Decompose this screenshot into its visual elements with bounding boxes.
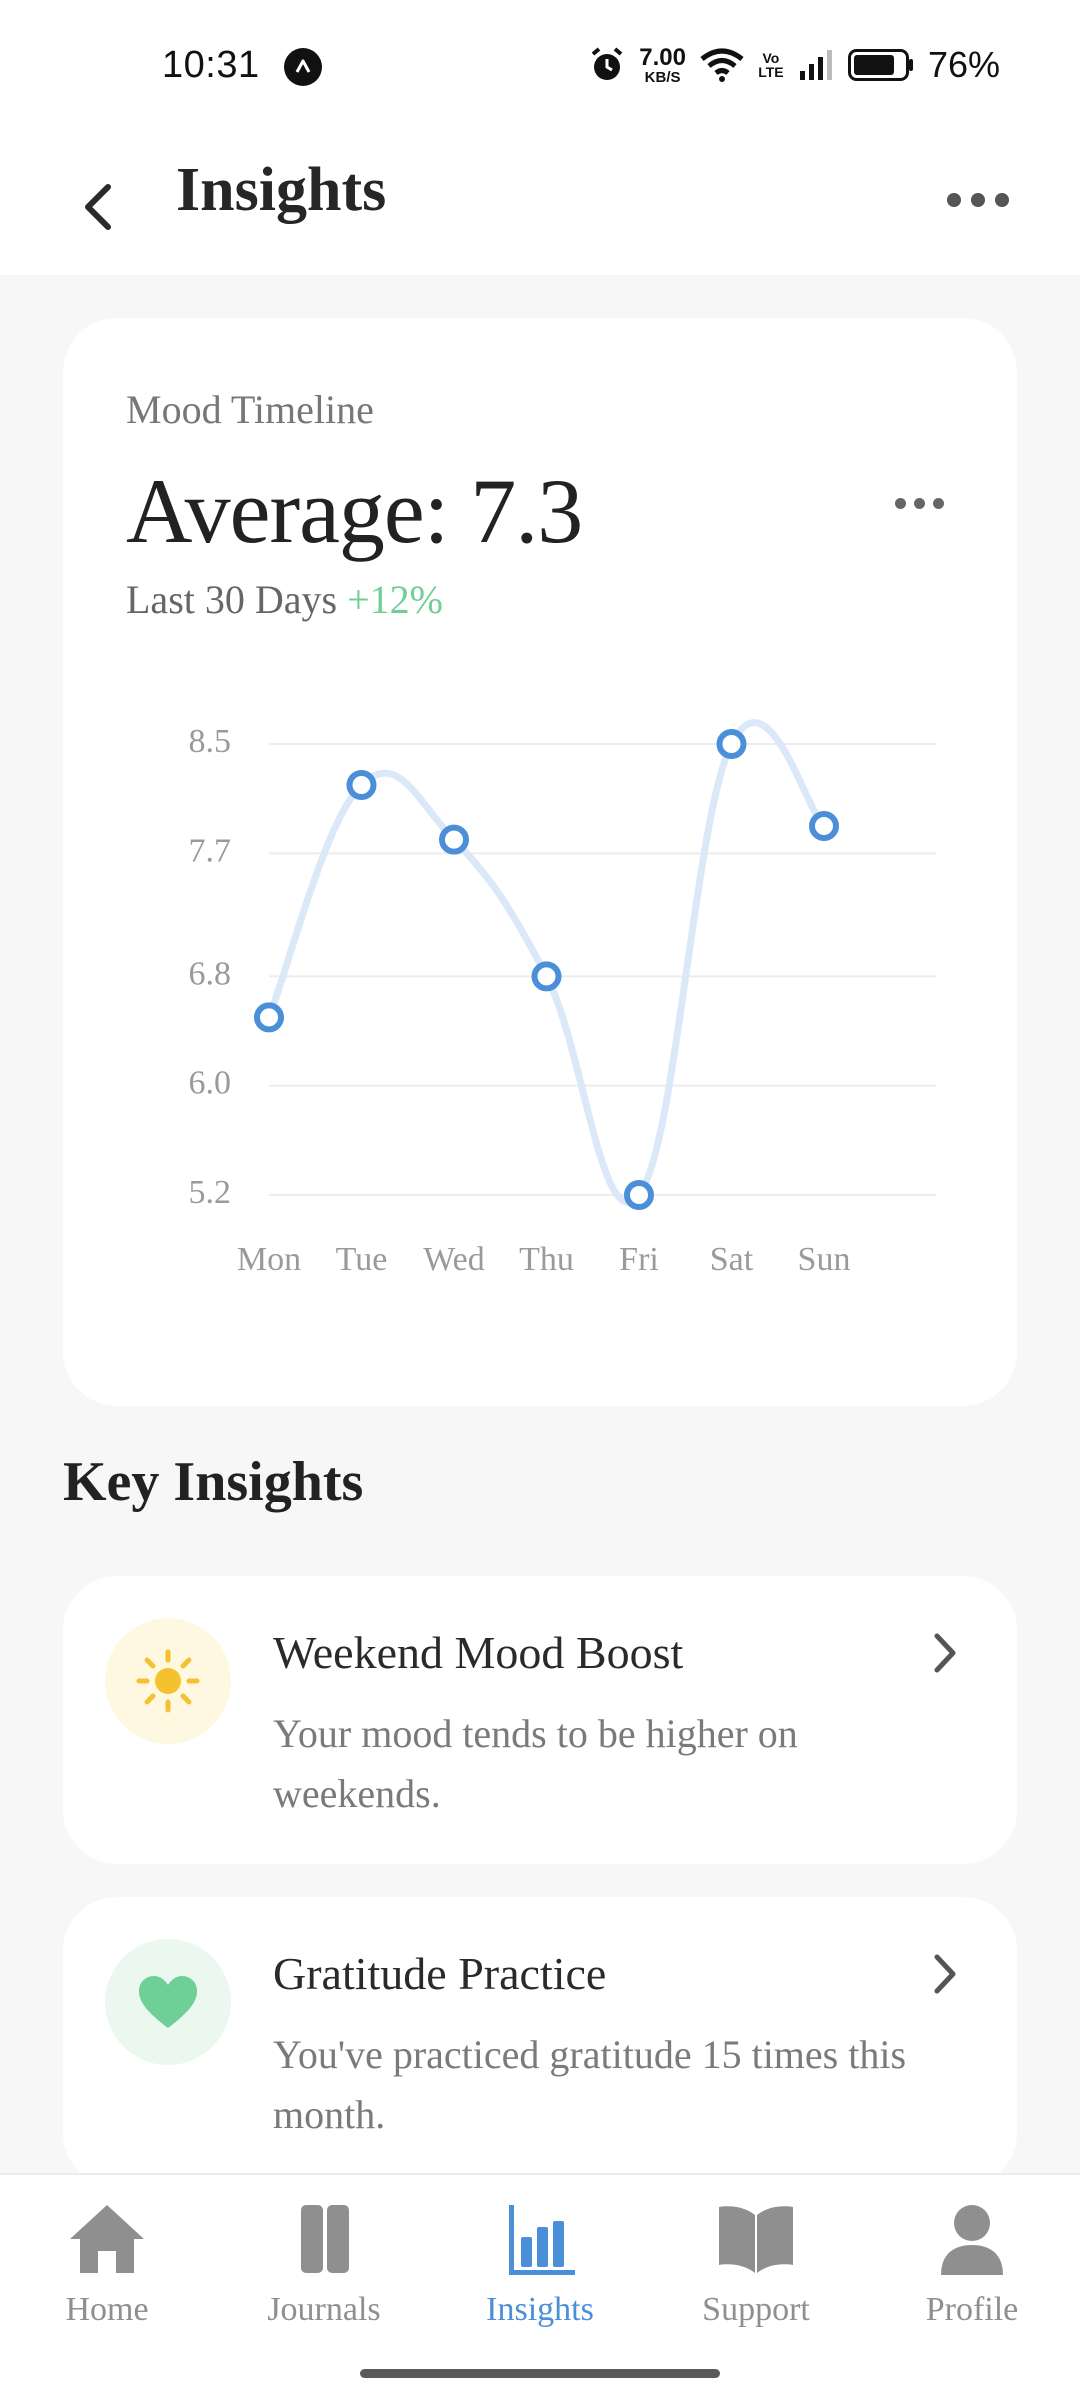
nav-support[interactable]: Support <box>666 2199 846 2349</box>
x-tick-label: Sun <box>798 1241 851 1278</box>
insight-title: Gratitude Practice <box>273 1948 607 1999</box>
card-more-button[interactable] <box>895 488 955 518</box>
period-delta: +12% <box>347 577 443 622</box>
key-insights-title: Key Insights <box>63 1451 364 1513</box>
heart-icon <box>139 1976 197 2028</box>
volte-bottom: LTE <box>758 64 784 80</box>
bottom-nav: Home Journals Insights Support Profile <box>0 2173 1080 2400</box>
y-tick-label: 8.5 <box>189 723 232 760</box>
network-speed-unit: KB/S <box>644 68 681 86</box>
more-dot <box>914 497 925 509</box>
nav-label: Support <box>702 2291 810 2328</box>
mood-timeline-card: Mood Timeline Average: 7.3 Last 30 Days … <box>63 318 1017 1406</box>
nav-label: Home <box>65 2291 149 2328</box>
period-label: Last 30 Days <box>126 577 338 622</box>
data-point <box>716 729 747 759</box>
wifi-icon <box>700 48 744 82</box>
x-tick-label: Sat <box>710 1241 754 1278</box>
nav-journals[interactable]: Journals <box>234 2199 414 2349</box>
data-point <box>624 1180 654 1210</box>
nav-label: Profile <box>925 2291 1019 2328</box>
data-point <box>531 961 562 992</box>
battery-percent: 76% <box>927 44 1000 85</box>
card-label: Mood Timeline <box>126 387 374 432</box>
person-icon <box>941 2205 1003 2275</box>
network-speed: 7.00 KB/S <box>639 43 686 86</box>
battery-icon <box>847 49 913 81</box>
status-bar: 10:31 7.00 KB/S Vo LTE <box>0 0 1080 135</box>
back-button[interactable] <box>70 165 130 245</box>
y-tick-label: 5.2 <box>189 1174 232 1211</box>
x-tick-label: Mon <box>237 1241 301 1278</box>
journals-icon <box>301 2205 349 2273</box>
more-dot <box>971 193 985 207</box>
x-tick-label: Thu <box>519 1241 574 1278</box>
data-point <box>346 770 377 800</box>
nav-insights[interactable]: Insights <box>450 2199 630 2349</box>
x-tick-label: Fri <box>619 1241 659 1278</box>
volte-indicator: Vo LTE <box>758 51 784 79</box>
home-indicator <box>360 2369 720 2378</box>
insight-title: Weekend Mood Boost <box>273 1627 684 1678</box>
status-icons: 7.00 KB/S Vo LTE 76% <box>589 42 1000 88</box>
more-options-button[interactable] <box>938 175 1018 225</box>
period-text: Last 30 Days +12% <box>126 576 443 623</box>
more-dot <box>995 193 1009 207</box>
signal-icon <box>799 50 832 80</box>
nav-label: Journals <box>267 2291 381 2328</box>
more-dot <box>933 497 944 509</box>
average-value: Average: 7.3 <box>126 460 583 562</box>
y-tick-label: 6.0 <box>189 1065 232 1102</box>
data-point <box>809 811 839 841</box>
chevron-right-icon <box>934 1633 956 1673</box>
insight-description: Your mood tends to be higher on weekends… <box>273 1711 798 1816</box>
insight-icon-bg <box>105 1618 231 1744</box>
sun-icon <box>136 1649 200 1713</box>
chevron-left-icon <box>85 184 111 230</box>
volte-top: Vo <box>762 50 780 66</box>
chart-icon <box>509 2205 575 2275</box>
alarm-icon <box>591 47 623 80</box>
nav-profile[interactable]: Profile <box>882 2199 1062 2349</box>
data-point <box>439 824 469 855</box>
insight-description: You've practiced gratitude 15 times this… <box>273 2032 907 2137</box>
nav-label: Insights <box>486 2291 594 2328</box>
insight-card-gratitude[interactable]: Gratitude Practice You've practiced grat… <box>63 1897 1017 2187</box>
chevron-right-icon <box>934 1954 956 1994</box>
insight-card-weekend[interactable]: Weekend Mood Boost Your mood tends to be… <box>63 1576 1017 1864</box>
app-header: Insights <box>0 135 1080 275</box>
data-point <box>254 1002 284 1033</box>
network-speed-value: 7.00 <box>639 43 686 71</box>
status-time: 10:31 <box>162 44 260 86</box>
app-notification-icon <box>284 48 322 86</box>
y-tick-label: 7.7 <box>189 832 232 869</box>
nav-home[interactable]: Home <box>17 2199 197 2349</box>
y-tick-label: 6.8 <box>189 955 232 992</box>
page-title: Insights <box>176 156 387 224</box>
book-icon <box>719 2206 793 2273</box>
more-dot <box>947 193 961 207</box>
home-icon <box>70 2205 144 2273</box>
insight-icon-bg <box>105 1939 231 2065</box>
x-tick-label: Wed <box>423 1241 484 1278</box>
more-dot <box>895 497 906 509</box>
x-tick-label: Tue <box>336 1241 388 1278</box>
